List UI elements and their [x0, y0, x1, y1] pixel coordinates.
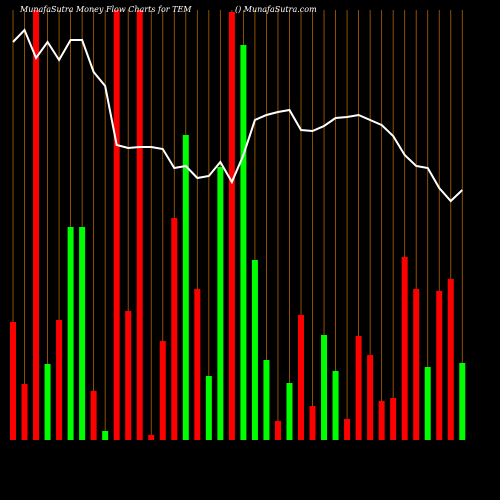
bar — [367, 355, 374, 440]
bar — [436, 291, 443, 440]
bar — [309, 406, 316, 440]
bar — [171, 218, 178, 440]
bar — [459, 363, 466, 440]
bar — [125, 311, 132, 440]
bar — [159, 341, 166, 440]
bar — [148, 435, 155, 440]
bar — [33, 10, 40, 440]
bar — [79, 227, 86, 440]
bar — [401, 257, 408, 440]
bar — [102, 431, 109, 440]
bar — [136, 10, 143, 440]
bar — [424, 367, 431, 440]
bar — [67, 227, 74, 440]
bar — [251, 260, 258, 440]
bar — [378, 401, 385, 440]
chart-title: MunafaSutra Money Flow Charts for TEM — [19, 5, 192, 14]
bar — [228, 12, 235, 440]
bar — [298, 315, 304, 440]
bar — [344, 419, 351, 440]
bar — [332, 371, 339, 440]
bar — [355, 336, 362, 440]
bar — [10, 322, 16, 440]
bar — [263, 360, 270, 440]
bar — [274, 421, 281, 440]
bar — [240, 45, 247, 440]
bar — [113, 10, 120, 440]
bar — [44, 364, 51, 440]
bar — [194, 289, 201, 440]
bar — [205, 376, 212, 440]
bar — [90, 391, 97, 440]
bar — [286, 383, 293, 440]
bar — [217, 167, 224, 440]
chart-subtitle: () MunafaSutra.com — [235, 5, 317, 14]
bar — [321, 335, 328, 440]
bar — [413, 289, 420, 440]
bar — [56, 320, 63, 440]
line — [12, 28, 463, 203]
bar — [21, 384, 28, 440]
bar — [182, 135, 189, 440]
bar — [390, 398, 397, 440]
bar — [447, 279, 454, 440]
